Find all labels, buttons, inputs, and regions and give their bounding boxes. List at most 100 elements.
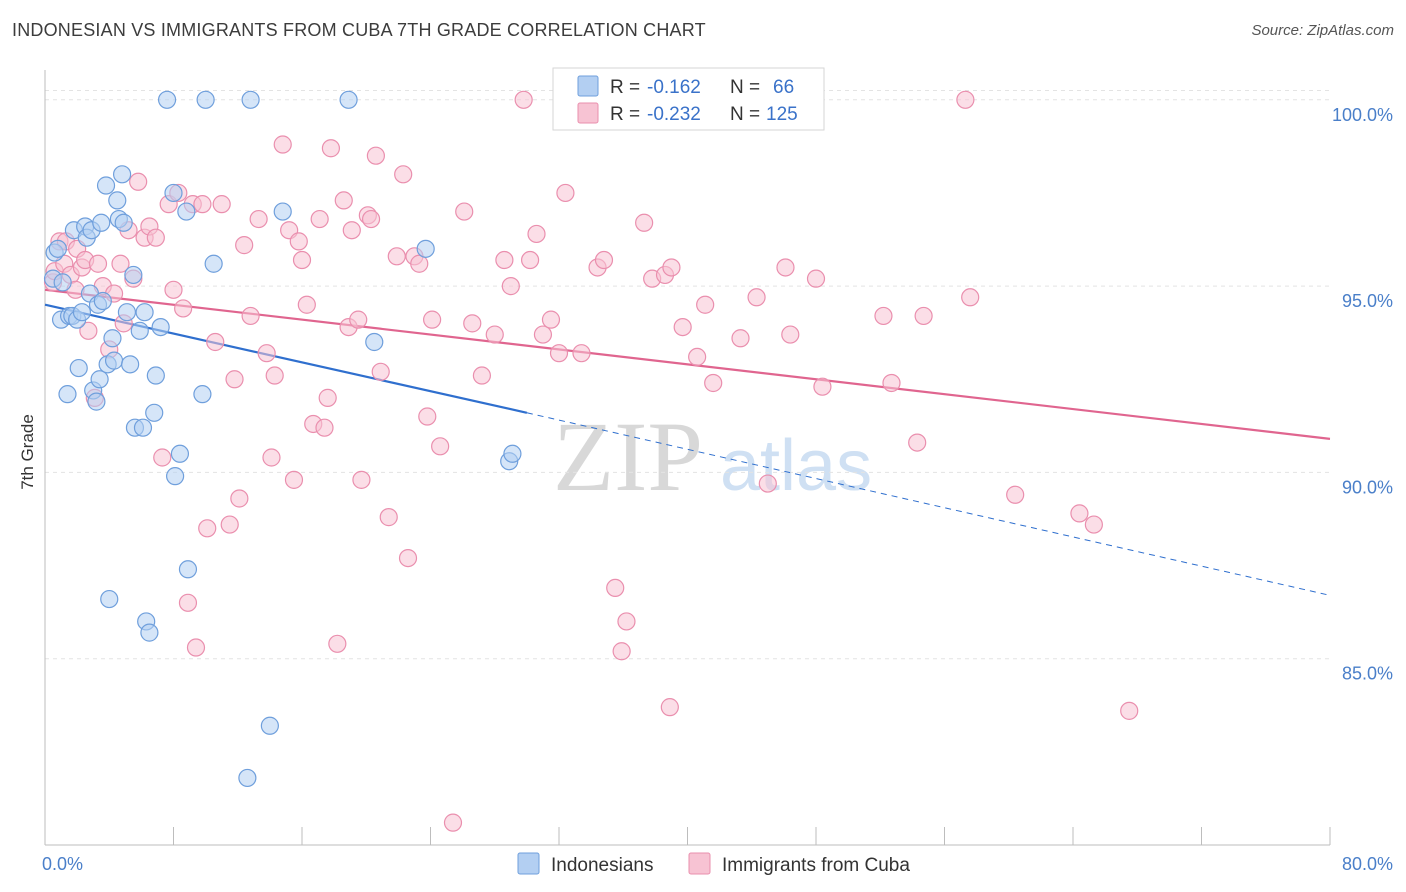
point-cuba-107 [776, 258, 795, 277]
point-cuba-40 [241, 306, 260, 326]
point-indonesians-44 [164, 183, 183, 203]
point-indonesians-42 [151, 317, 170, 337]
point-cuba-39 [235, 236, 254, 255]
point-cuba-47 [284, 470, 304, 489]
point-cuba-106 [758, 474, 777, 493]
point-cuba-12 [88, 254, 108, 273]
point-indonesians-55 [273, 202, 292, 221]
point-cuba-93 [612, 642, 631, 661]
point-indonesians-58 [416, 239, 435, 258]
point-indonesians-31 [117, 303, 137, 322]
point-indonesians-46 [170, 444, 190, 463]
point-cuba-72 [418, 407, 437, 426]
point-indonesians-35 [130, 321, 149, 340]
point-indonesians-17 [87, 392, 106, 411]
point-cuba-86 [541, 310, 561, 329]
point-cuba-91 [594, 250, 614, 270]
point-cuba-77 [463, 314, 482, 333]
point-cuba-111 [874, 306, 893, 326]
y-axis-title: 7th Grade [18, 414, 37, 490]
legend-r-value-1: -0.162 [647, 77, 701, 98]
point-cuba-60 [349, 310, 368, 329]
point-cuba-117 [1006, 485, 1025, 504]
point-cuba-108 [781, 325, 800, 344]
point-indonesians-32 [121, 355, 140, 374]
point-cuba-20 [129, 172, 148, 191]
y-tick-label-3: 100.0% [1332, 105, 1393, 125]
y-tick-label-0: 85.0% [1342, 664, 1393, 684]
point-indonesians-36 [133, 418, 153, 437]
legend-n-value-1: 66 [773, 77, 794, 98]
point-cuba-28 [174, 299, 193, 318]
point-cuba-103 [704, 373, 723, 393]
point-cuba-57 [334, 191, 353, 210]
point-cuba-26 [164, 280, 183, 299]
point-indonesians-47 [177, 202, 196, 221]
data-points [43, 90, 1139, 832]
point-cuba-33 [198, 519, 217, 538]
point-cuba-53 [315, 418, 334, 437]
point-cuba-98 [660, 698, 679, 717]
bottom-legend-swatch-cuba [688, 852, 711, 875]
point-indonesians-19 [90, 370, 109, 389]
point-cuba-24 [153, 448, 172, 467]
point-indonesians-22 [96, 176, 116, 195]
x-tick-label-1: 80.0% [1342, 854, 1393, 874]
x-tick-label-0: 0.0% [42, 854, 83, 874]
bottom-legend-swatch-indonesians [517, 852, 540, 875]
legend-n-value-2: 125 [766, 104, 798, 125]
point-cuba-36 [220, 515, 239, 534]
point-cuba-84 [527, 224, 546, 244]
point-cuba-120 [1120, 701, 1139, 720]
point-cuba-61 [352, 470, 371, 489]
point-cuba-37 [225, 370, 244, 389]
point-indonesians-11 [72, 303, 92, 322]
point-cuba-73 [423, 310, 442, 329]
point-cuba-92 [606, 578, 625, 598]
point-cuba-114 [914, 306, 933, 326]
point-cuba-50 [297, 295, 316, 314]
legend-n-label-2: N = [730, 104, 760, 125]
point-cuba-43 [262, 448, 281, 467]
point-cuba-48 [289, 232, 308, 251]
bottom-legend-cuba: Immigrants from Cuba [722, 855, 910, 876]
point-indonesians-21 [93, 291, 112, 311]
point-cuba-104 [731, 329, 750, 348]
point-indonesians-27 [108, 191, 127, 210]
legend-r-value-2: -0.232 [647, 104, 701, 125]
point-indonesians-30 [114, 213, 133, 232]
point-cuba-69 [398, 549, 418, 568]
point-cuba-41 [249, 209, 268, 229]
point-cuba-16 [111, 254, 130, 273]
legend-box: R = -0.162 N = 66 R = -0.232 N = 125 [552, 67, 825, 131]
point-indonesians-26 [104, 351, 124, 370]
point-indonesians-10 [69, 358, 88, 378]
watermark-atlas: atlas [720, 426, 872, 506]
point-indonesians-25 [103, 329, 122, 348]
point-cuba-88 [556, 183, 575, 203]
point-cuba-105 [747, 288, 766, 307]
point-cuba-44 [265, 366, 284, 385]
point-indonesians-43 [157, 90, 177, 109]
point-cuba-52 [310, 209, 329, 229]
point-cuba-100 [673, 317, 692, 337]
point-cuba-75 [443, 813, 463, 832]
point-cuba-89 [572, 344, 591, 363]
point-cuba-29 [178, 593, 198, 612]
point-cuba-83 [520, 250, 540, 270]
point-cuba-94 [617, 612, 636, 631]
point-cuba-101 [688, 347, 707, 366]
bottom-legend: Indonesians Immigrants from Cuba [517, 852, 910, 876]
source-label: Source: ZipAtlas.com [1251, 22, 1394, 39]
point-indonesians-40 [145, 403, 164, 422]
point-cuba-63 [361, 209, 381, 229]
point-cuba-55 [321, 139, 341, 158]
point-cuba-102 [696, 295, 715, 314]
point-indonesians-52 [238, 768, 257, 788]
point-cuba-78 [472, 366, 491, 385]
point-cuba-95 [635, 213, 654, 232]
point-indonesians-29 [112, 165, 132, 184]
point-indonesians-50 [196, 90, 215, 109]
point-cuba-67 [387, 247, 406, 266]
point-cuba-76 [455, 202, 474, 221]
